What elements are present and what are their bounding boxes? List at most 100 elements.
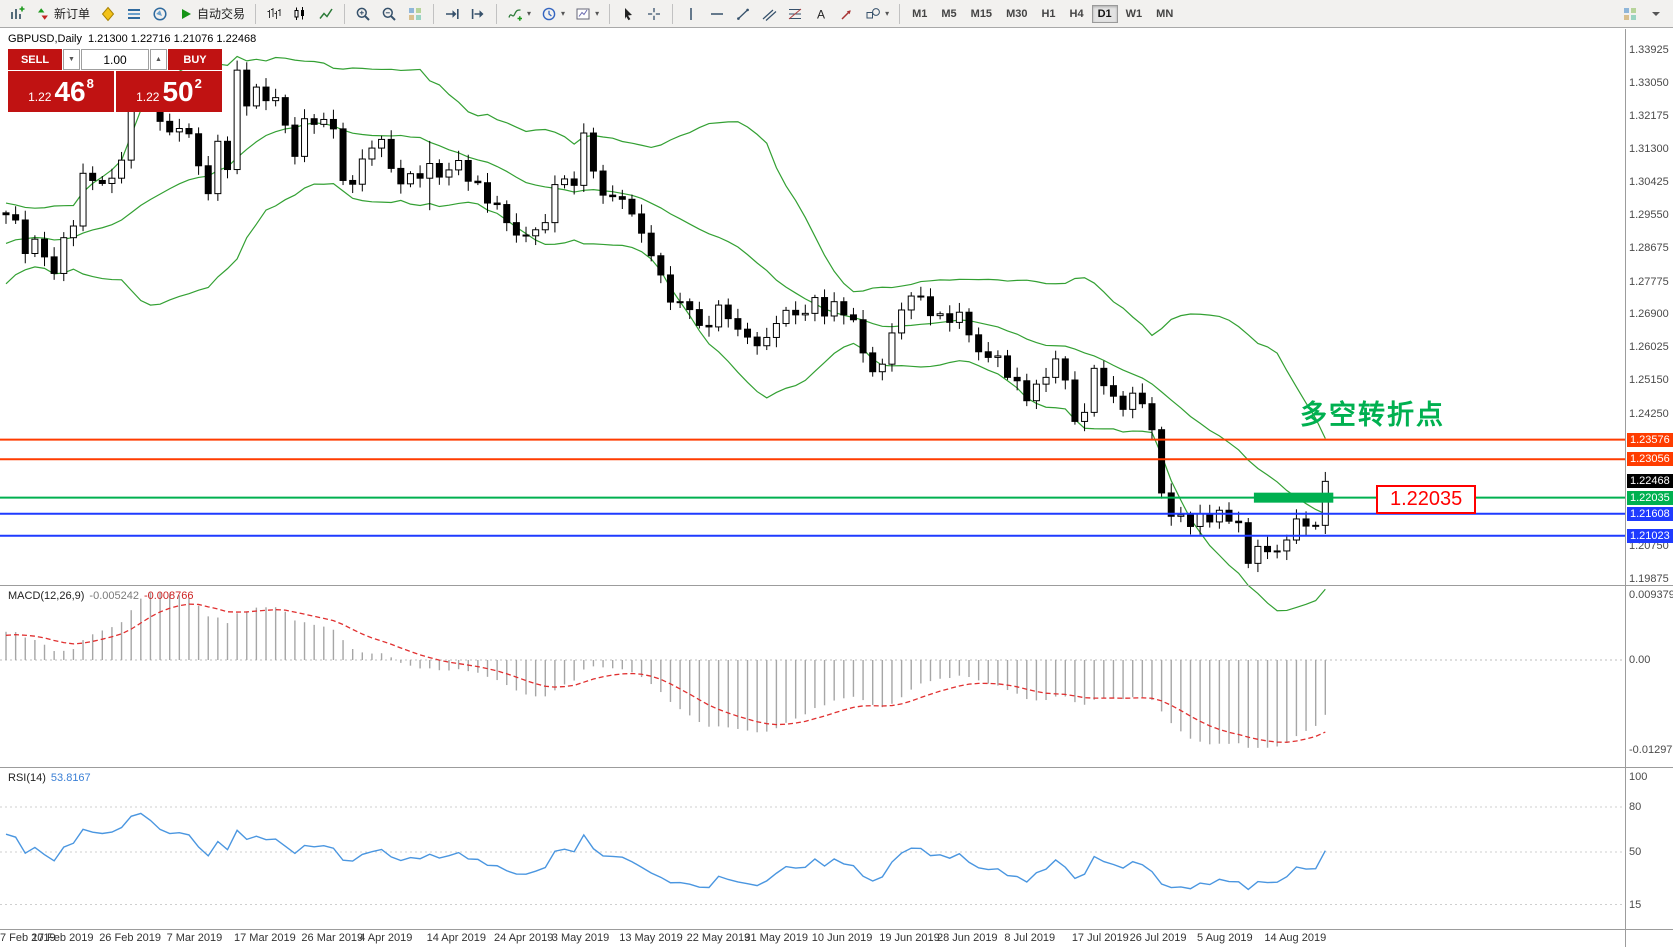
date-label: 24 Apr 2019 [494,932,554,944]
date-label: 10 Jun 2019 [811,932,873,944]
date-label: 14 Apr 2019 [426,932,486,944]
price-scale-label: 1.29550 [1629,208,1669,221]
date-label: 19 Jun 2019 [879,932,940,944]
chart-shift-button[interactable] [466,2,490,26]
macd-indicator-label: MACD(12,26,9) -0.005242 -0.008766 [8,590,194,602]
windows-button[interactable] [1618,2,1642,26]
date-label: 7 Mar 2019 [166,932,223,944]
timeframe-mn-button[interactable]: MN [1150,5,1179,23]
indicators-button[interactable]: ▾ [503,2,535,26]
time-scale[interactable]: 7 Feb 2019 17 Feb 2019 26 Feb 2019 7 Mar 20… [0,931,1625,947]
dropdown-arrow-icon: ▾ [527,9,532,18]
channel-button[interactable] [757,2,781,26]
macd-scale-label: -0.012977 [1629,743,1673,756]
navigator-button[interactable] [148,2,172,26]
rsi-indicator-label: RSI(14) 53.8167 [8,772,91,784]
new-chart-icon [11,6,25,19]
macd-scale-label: 0.009379 [1629,588,1673,601]
sell-button[interactable]: SELL [8,49,62,70]
timeframe-m1-button[interactable]: M1 [906,5,933,23]
price-scale-label: 1.20750 [1629,540,1669,553]
buy-price-big-digits: 50 [162,75,194,107]
horizontal-line-button[interactable] [705,2,729,26]
timeframe-d1-button[interactable]: D1 [1091,4,1118,23]
auto-scroll-button[interactable] [440,2,464,26]
market-watch-button[interactable] [122,2,146,26]
date-label: 26 Jul 2019 [1129,932,1187,944]
candlestick-chart-button[interactable] [288,2,312,26]
toolbar-options-button[interactable] [1644,2,1668,26]
crosshair-button[interactable] [642,2,666,26]
rsi-scale-label: 50 [1629,846,1642,858]
line-chart-button[interactable] [314,2,338,26]
shapes-button[interactable]: ▾ [861,2,893,26]
fibonacci-icon [788,8,802,19]
svg-text:A: A [817,7,825,21]
date-label: 13 May 2019 [619,932,683,944]
timeframe-m30-button[interactable]: M30 [1000,5,1033,23]
macd-name: MACD(12,26,9) [8,590,85,602]
templates-button[interactable]: ▾ [571,2,603,26]
trendline-button[interactable] [731,2,755,26]
volume-down-button[interactable]: ▼ [63,49,80,70]
vertical-line-button[interactable] [679,2,703,26]
bar-chart-button[interactable] [262,2,286,26]
volume-up-button[interactable]: ▲ [150,49,167,70]
price-scale-label: 1.28675 [1629,241,1669,254]
price-scale-separator [1625,29,1626,947]
level-price-callout[interactable]: 1.22035 [1376,485,1477,514]
price-scale-label: 1.26900 [1629,308,1669,321]
periods-icon [542,7,556,20]
ohlc-values: 1.21300 1.22716 1.21076 1.22468 [87,33,257,45]
buy-button[interactable]: BUY [168,49,222,70]
dropdown-arrow-icon: ▾ [885,9,890,18]
new-order-button[interactable]: 新订单 [31,2,94,26]
timeframe-m15-button[interactable]: M15 [965,5,998,23]
date-label: 5 Aug 2019 [1197,932,1253,944]
new-chart-button[interactable] [5,2,29,26]
shapes-icon [866,7,880,18]
metaeditor-button[interactable] [96,2,120,26]
sell-price-button[interactable]: 1.22 46 8 [8,71,114,112]
current-price-tag: 1.22468 [1627,474,1673,489]
price-scale-label: 1.33925 [1629,44,1669,56]
panel-separator[interactable] [0,767,1673,768]
macd-layer [0,591,1625,748]
panel-separator[interactable] [0,585,1673,586]
text-label-button[interactable]: A [809,2,833,26]
tile-windows-icon [409,7,422,20]
horizontal-line-icon [711,12,724,15]
market-watch-icon [128,8,141,19]
timeframe-h1-button[interactable]: H1 [1035,5,1061,23]
buy-price-button[interactable]: 1.22 50 2 [116,71,222,112]
cursor-button[interactable] [616,2,640,26]
fibonacci-button[interactable] [783,2,807,26]
price-scale[interactable]: 1.33925 1.33050 1.32175 1.31300 1.30425 1.295… [1627,0,1673,947]
date-label: 3 May 2019 [551,932,610,944]
toolbar-separator [496,3,498,24]
timeframe-h4-button[interactable]: H4 [1064,5,1090,23]
price-level-tag: 1.23056 [1627,452,1673,467]
price-level-tag: 1.23576 [1627,432,1673,447]
timeframe-m5-button[interactable]: M5 [935,5,962,23]
bollinger-bands-layer [5,55,1326,612]
arrow-tool-button[interactable] [835,2,859,26]
zoom-in-button[interactable] [351,2,375,26]
price-scale-label: 1.26025 [1629,341,1669,354]
auto-scroll-icon [446,8,459,19]
dropdown-arrow-icon: ▾ [561,9,566,18]
date-label: 28 Jun 2019 [937,932,998,944]
toolbar-separator [344,3,346,24]
macd-main-value: -0.005242 [89,590,139,602]
zoom-out-button[interactable] [377,2,401,26]
new-order-icon [38,7,48,20]
periods-button[interactable]: ▾ [537,2,569,26]
volume-input[interactable] [81,49,149,70]
timeframe-w1-button[interactable]: W1 [1120,5,1149,23]
autotrading-button[interactable]: 自动交易 [174,2,249,26]
panel-separator [0,929,1673,930]
cursor-icon [625,7,633,20]
new-order-label: 新订单 [54,7,91,21]
tile-windows-button[interactable] [403,2,427,26]
